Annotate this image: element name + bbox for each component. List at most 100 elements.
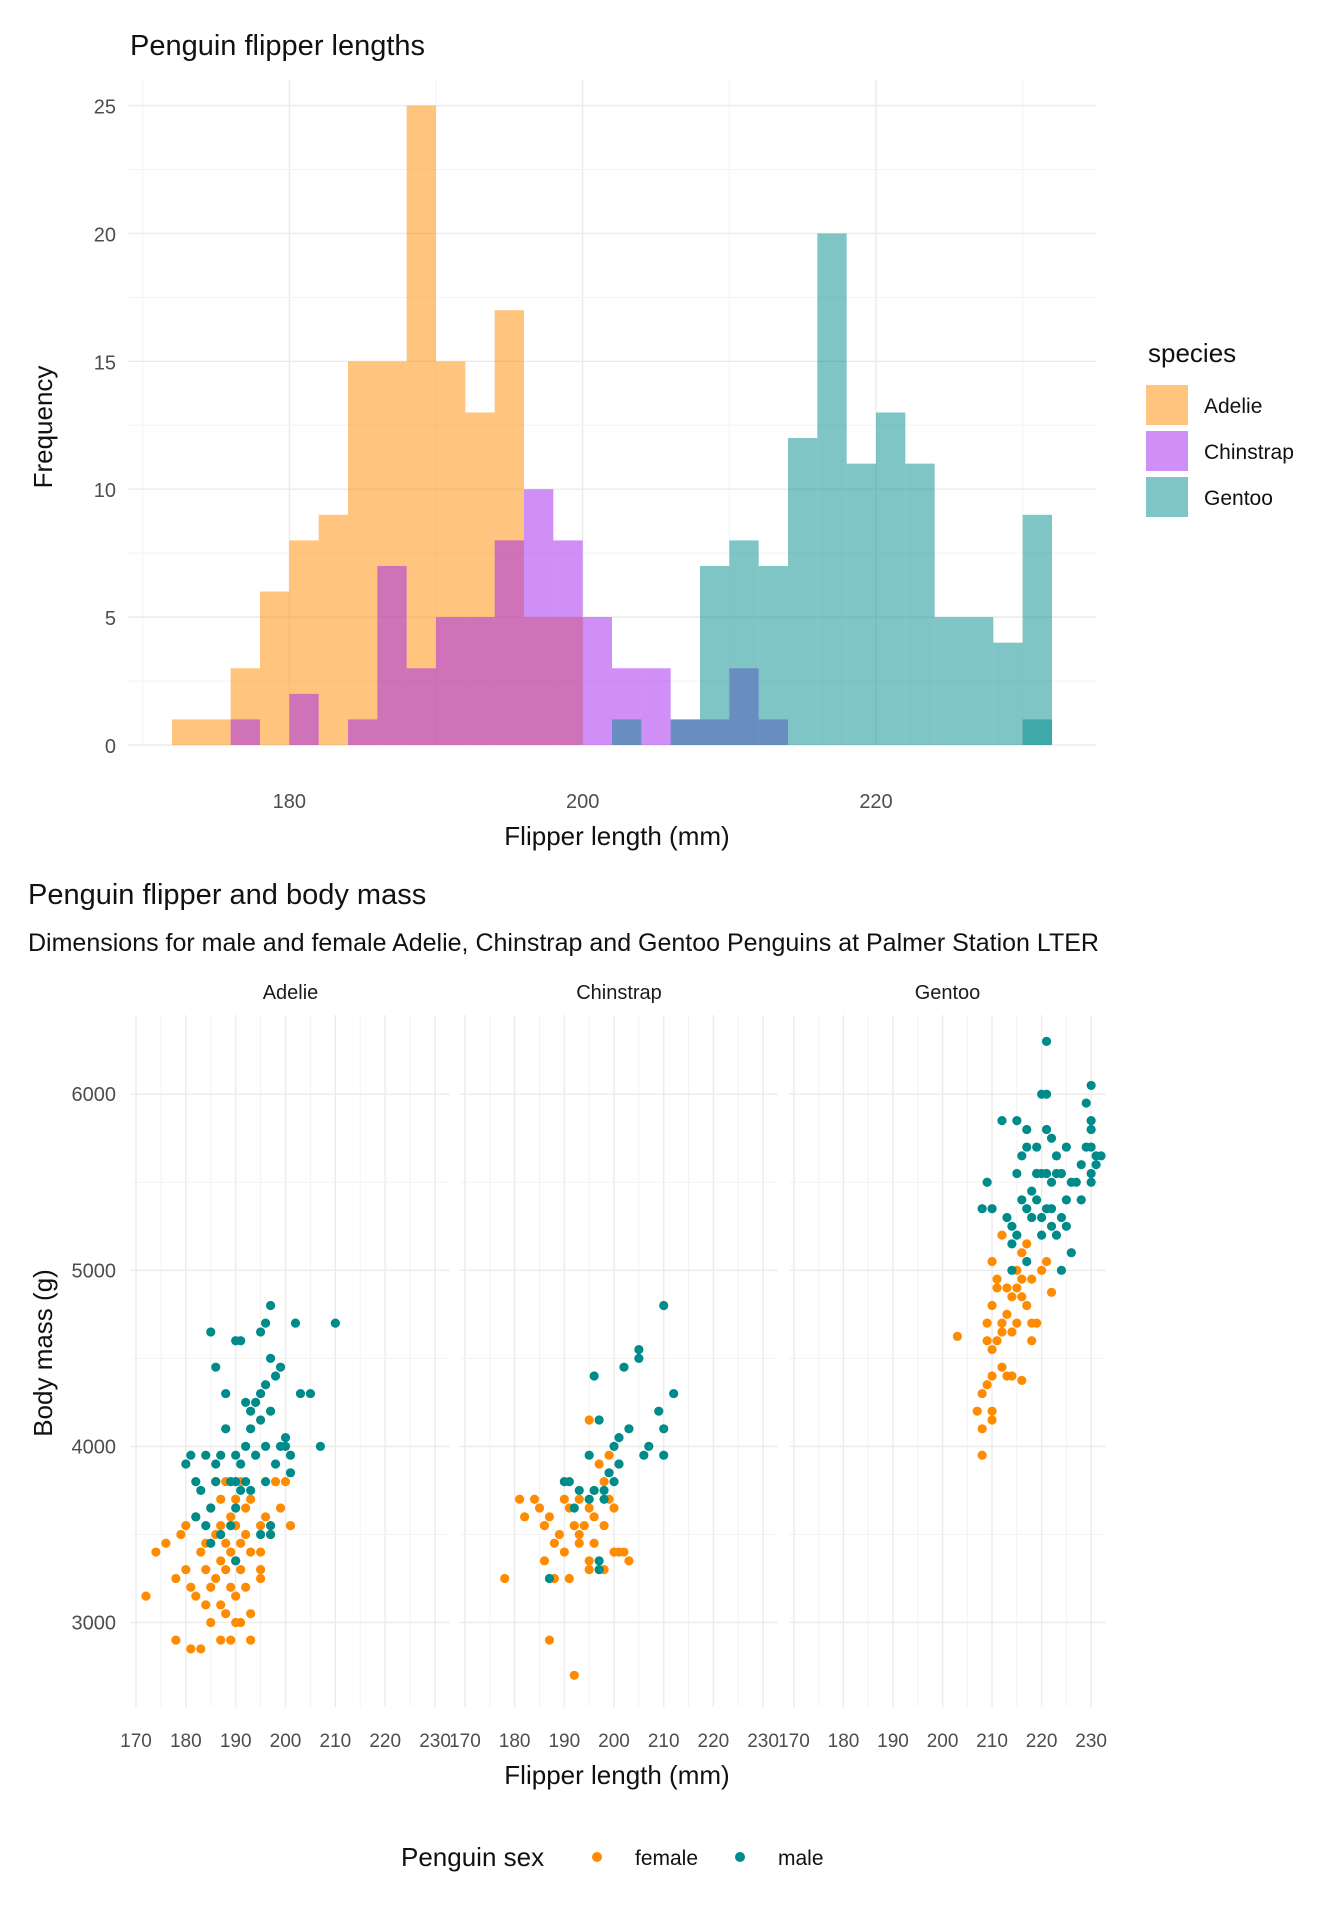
x-tick-label: 220	[369, 1731, 401, 1752]
x-tick-label: 200	[566, 791, 599, 813]
point-female	[549, 1538, 560, 1548]
facet-adelie: Adelie 170 180 190 200 210 220 230	[120, 982, 451, 1752]
point-female	[196, 1547, 206, 1557]
point-male	[1017, 1195, 1027, 1205]
point-male	[1037, 1230, 1047, 1240]
point-male	[1056, 1168, 1067, 1179]
point-female	[241, 1529, 251, 1540]
point-female	[972, 1406, 982, 1416]
histogram-y-axis-label: Frequency	[28, 366, 58, 489]
point-male	[260, 1477, 271, 1487]
x-tick-label: 170	[120, 1731, 152, 1752]
point-male	[246, 1485, 256, 1496]
point-female	[211, 1573, 221, 1584]
point-female	[181, 1565, 191, 1575]
point-female	[987, 1344, 997, 1355]
histogram-x-ticks: 180 200 220	[273, 791, 893, 813]
point-male	[584, 1494, 594, 1504]
point-female	[599, 1477, 609, 1487]
point-male	[285, 1450, 296, 1460]
point-female	[589, 1538, 599, 1548]
x-tick-label: 210	[976, 1731, 1008, 1752]
scatter-title: Penguin flipper and body mass	[28, 879, 426, 911]
x-tick-label: 180	[273, 791, 306, 813]
point-female	[500, 1573, 510, 1584]
histogram-bar-chinstrap	[582, 617, 612, 745]
histogram-bar-gentoo	[817, 233, 847, 745]
point-male	[1046, 1221, 1057, 1231]
legend-title-penguin-sex: Penguin sex	[401, 1842, 544, 1872]
histogram-bar-chinstrap	[553, 540, 583, 745]
point-male	[1046, 1177, 1057, 1187]
point-male	[1051, 1230, 1062, 1240]
point-female	[977, 1424, 987, 1434]
histogram-bar-gentoo	[758, 565, 788, 745]
point-female	[619, 1547, 629, 1557]
point-male	[634, 1344, 644, 1355]
point-female	[216, 1556, 226, 1566]
histogram-bar-gentoo	[729, 540, 759, 745]
histogram-x-axis-label: Flipper length (mm)	[504, 821, 729, 851]
point-female	[609, 1503, 619, 1513]
point-female	[977, 1388, 987, 1399]
point-female	[186, 1582, 196, 1592]
histogram-bar-gentoo	[876, 412, 906, 745]
point-male	[1086, 1177, 1096, 1187]
point-female	[519, 1512, 530, 1522]
point-male	[569, 1503, 579, 1513]
point-female	[544, 1512, 555, 1522]
point-male	[260, 1318, 271, 1328]
point-male	[1037, 1212, 1047, 1223]
point-male	[604, 1468, 614, 1478]
point-male	[584, 1450, 594, 1460]
histogram-bar-adelie	[406, 105, 436, 746]
point-male	[211, 1459, 221, 1469]
point-female	[559, 1494, 569, 1504]
point-female	[226, 1582, 236, 1592]
point-female	[997, 1230, 1007, 1240]
point-male	[1041, 1124, 1052, 1135]
point-male	[251, 1450, 261, 1460]
histogram-bar-chinstrap	[494, 540, 524, 745]
point-female	[1041, 1256, 1052, 1267]
point-female	[599, 1521, 609, 1531]
legend-key-adelie	[1146, 385, 1188, 425]
point-male	[1051, 1151, 1062, 1161]
point-male	[206, 1503, 216, 1513]
point-male	[221, 1388, 231, 1399]
legend-label-male: male	[778, 1847, 824, 1870]
point-female	[270, 1477, 281, 1487]
point-male	[270, 1371, 281, 1381]
point-female	[554, 1529, 564, 1540]
x-tick-label: 180	[170, 1731, 202, 1752]
point-male	[231, 1477, 241, 1487]
point-female	[1046, 1287, 1057, 1297]
legend-label-chinstrap: Chinstrap	[1204, 441, 1294, 464]
point-female	[241, 1503, 251, 1513]
point-male	[206, 1327, 216, 1337]
point-female	[534, 1503, 545, 1513]
point-male	[265, 1521, 276, 1531]
point-male	[226, 1521, 236, 1531]
point-male	[206, 1538, 216, 1548]
point-male	[1091, 1160, 1101, 1170]
point-male	[280, 1441, 291, 1451]
point-male	[599, 1494, 609, 1504]
point-male	[574, 1485, 584, 1496]
point-female	[255, 1573, 266, 1584]
point-male	[599, 1485, 609, 1496]
point-male	[1086, 1124, 1096, 1135]
point-male	[987, 1204, 997, 1214]
point-male	[1041, 1168, 1052, 1179]
point-male	[1032, 1195, 1042, 1205]
x-tick-label: 200	[270, 1731, 302, 1752]
scatter-facets: Adelie 170 180 190 200 210 220 230 Chinstrap 170 1…	[72, 982, 1107, 1752]
point-male	[231, 1503, 241, 1513]
point-female	[539, 1521, 550, 1531]
point-female	[1017, 1274, 1027, 1284]
facet-strip-label: Chinstrap	[576, 982, 662, 1004]
point-female	[221, 1565, 231, 1575]
facet-gentoo: Gentoo 170 180 190 200 210 220 230	[778, 982, 1107, 1752]
histogram-legend: species Adelie Chinstrap Gentoo	[1146, 338, 1294, 517]
point-female	[241, 1582, 251, 1592]
